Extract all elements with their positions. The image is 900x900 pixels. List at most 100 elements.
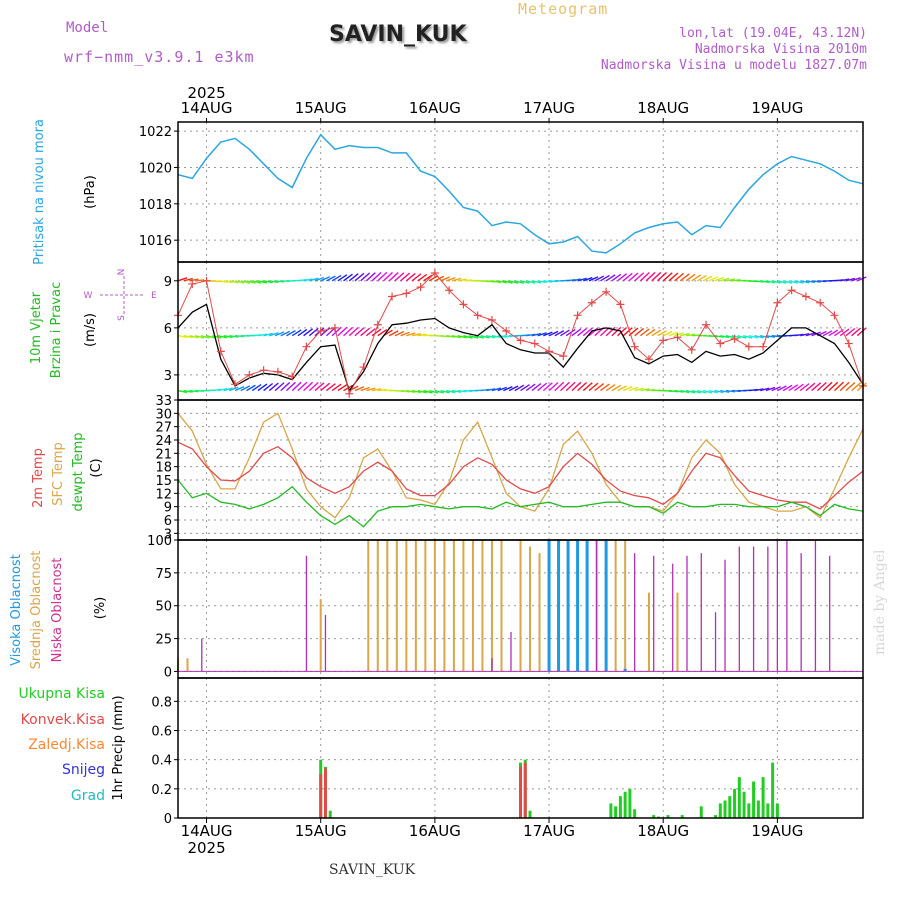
gust-marker bbox=[759, 342, 768, 351]
gust-marker bbox=[330, 323, 339, 332]
gust-marker bbox=[388, 292, 397, 301]
wind-barb bbox=[634, 327, 645, 337]
wind-barb bbox=[526, 333, 536, 337]
wind-barb bbox=[514, 384, 525, 392]
gust-marker bbox=[402, 289, 411, 298]
wind-barb bbox=[263, 280, 273, 284]
wind-barb bbox=[240, 280, 250, 284]
wind-title-1: 10m Vjetar bbox=[29, 291, 44, 364]
y-tick-label: 6 bbox=[164, 322, 172, 337]
wind-barb bbox=[365, 327, 376, 337]
wind-barb bbox=[679, 273, 690, 282]
gust-marker bbox=[345, 389, 354, 398]
precip-total-bar bbox=[752, 781, 756, 818]
wind-barb bbox=[840, 278, 850, 282]
gust-marker bbox=[473, 311, 482, 320]
wind-barb bbox=[639, 328, 650, 337]
wind-barb bbox=[486, 335, 496, 339]
precip-frozen-legend: Zaledj.Kisa bbox=[28, 737, 105, 753]
hail-legend: Grad bbox=[71, 788, 105, 804]
precip-total-bar bbox=[652, 815, 656, 818]
wind-barb bbox=[217, 335, 228, 339]
wind-barb bbox=[531, 332, 542, 337]
wind-barb bbox=[588, 276, 599, 282]
wind-barb bbox=[354, 272, 365, 282]
wind-barb bbox=[628, 386, 639, 392]
gust-marker bbox=[787, 286, 796, 295]
lonlat-label: lon,lat (19.04E, 43.12N) bbox=[679, 26, 867, 41]
wind-barb bbox=[554, 330, 565, 337]
wind-barb bbox=[417, 273, 428, 282]
wind-barb bbox=[651, 271, 662, 282]
wind-barb bbox=[451, 277, 462, 282]
wind-barb bbox=[657, 272, 667, 282]
wind-barb bbox=[257, 280, 268, 284]
gust-marker bbox=[702, 320, 711, 329]
gust-marker bbox=[659, 336, 668, 345]
wind-barb bbox=[691, 274, 702, 282]
wind-barb bbox=[246, 384, 256, 392]
precip-total-bar bbox=[766, 803, 770, 818]
wind-barb bbox=[234, 280, 245, 284]
wind-barb bbox=[428, 389, 439, 394]
wind-barb bbox=[828, 381, 839, 392]
wind-barb bbox=[639, 272, 650, 282]
wind-barb bbox=[828, 329, 839, 337]
precip-total-bar bbox=[771, 762, 775, 818]
gust-marker bbox=[502, 327, 511, 335]
wind-barb bbox=[577, 381, 588, 392]
gust-marker bbox=[316, 327, 325, 335]
gust-marker bbox=[487, 316, 496, 325]
wind-barb bbox=[388, 272, 399, 282]
wind-barb bbox=[514, 280, 524, 284]
wind-barb bbox=[308, 327, 319, 337]
wind-barb bbox=[554, 381, 565, 392]
bottom-day-label: 14AUG bbox=[181, 822, 233, 840]
wind-barb bbox=[617, 326, 628, 337]
wind-barb bbox=[263, 332, 273, 337]
y-tick-label: 6 bbox=[164, 514, 172, 529]
precip-total-bar bbox=[775, 803, 779, 818]
y-tick-label: 0.6 bbox=[151, 725, 172, 740]
wind-barb bbox=[234, 385, 245, 392]
bottom-day-label: 16AUG bbox=[409, 822, 461, 840]
wind-barb bbox=[285, 381, 296, 392]
wind-barb bbox=[337, 274, 348, 282]
y-tick-label: 100 bbox=[147, 534, 172, 549]
wind-barb bbox=[400, 331, 410, 337]
gust-marker bbox=[288, 372, 297, 381]
wind-barb bbox=[742, 335, 753, 339]
wind-barb bbox=[251, 383, 262, 392]
precip-total-bar bbox=[628, 788, 632, 818]
precip-unit: 1hr Precip (mm) bbox=[111, 695, 126, 800]
y-tick-label: 3 bbox=[164, 369, 172, 384]
wind-barb bbox=[605, 326, 616, 337]
wind-barb bbox=[777, 385, 787, 392]
panel-frame bbox=[177, 121, 864, 263]
y-tick-label: 1020 bbox=[139, 161, 172, 176]
wind-barb bbox=[400, 272, 411, 282]
gust-marker bbox=[830, 311, 839, 320]
wind-barb bbox=[640, 388, 650, 392]
precip-conv-bar bbox=[523, 762, 527, 818]
wind-barb bbox=[486, 388, 496, 392]
y-tick-label: 24 bbox=[155, 434, 172, 449]
wind-barb bbox=[183, 335, 193, 339]
top-day-label: 16AUG bbox=[409, 99, 461, 117]
wind-barb bbox=[600, 274, 610, 282]
wind-barb bbox=[668, 331, 679, 337]
wind-barb bbox=[291, 329, 302, 337]
wind-unit: (m/s) bbox=[83, 313, 98, 347]
wind-barb bbox=[229, 335, 239, 338]
wind-barb bbox=[394, 272, 405, 282]
wind-barb bbox=[343, 326, 354, 337]
wind-barb bbox=[845, 327, 856, 337]
wind-barb bbox=[354, 386, 365, 392]
wind-barb bbox=[617, 273, 627, 282]
wind-barb bbox=[737, 335, 747, 339]
wind-barb bbox=[446, 277, 456, 282]
bottom-day-label: 19AUG bbox=[751, 822, 803, 840]
y-tick-label: 0.4 bbox=[151, 754, 172, 769]
wind-barb bbox=[548, 330, 559, 337]
wind-barb bbox=[348, 385, 359, 392]
